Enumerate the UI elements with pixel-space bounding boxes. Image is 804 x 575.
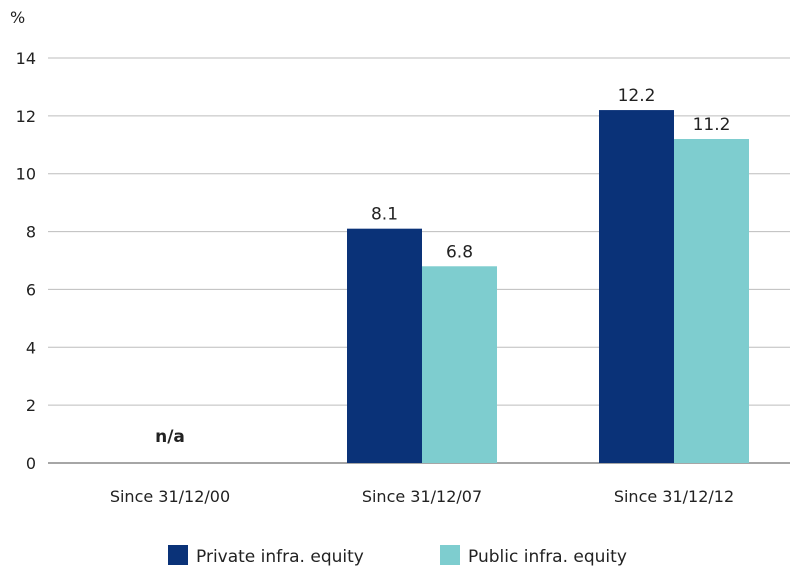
missing-data-label: n/a xyxy=(155,427,185,447)
y-axis-unit: % xyxy=(10,8,25,27)
legend-label: Public infra. equity xyxy=(468,547,627,567)
category-label: Since 31/12/07 xyxy=(362,487,482,506)
y-tick-label: 8 xyxy=(26,223,36,242)
data-label: 12.2 xyxy=(618,86,656,106)
y-tick-labels: 0 2 4 6 8 10 12 14 xyxy=(16,49,36,473)
y-tick-label: 0 xyxy=(26,454,36,473)
legend: Private infra. equity Public infra. equit… xyxy=(168,545,627,567)
bar xyxy=(599,110,674,464)
y-tick-label: 10 xyxy=(16,165,36,184)
y-tick-label: 14 xyxy=(16,49,36,68)
data-labels: 8.1 6.8 12.2 11.2 xyxy=(371,86,730,262)
legend-swatch xyxy=(440,545,460,565)
category-labels: Since 31/12/00 Since 31/12/07 Since 31/12/… xyxy=(110,487,734,506)
y-tick-label: 12 xyxy=(16,107,36,126)
bar xyxy=(422,266,497,463)
legend-swatch xyxy=(168,545,188,565)
legend-item: Private infra. equity xyxy=(168,545,364,567)
bar xyxy=(674,139,749,463)
data-label: 11.2 xyxy=(693,115,731,135)
y-tick-label: 2 xyxy=(26,396,36,415)
y-tick-label: 4 xyxy=(26,338,36,357)
bars xyxy=(347,110,749,464)
data-label: 8.1 xyxy=(371,205,398,225)
bar xyxy=(347,228,422,463)
data-label: 6.8 xyxy=(446,242,473,262)
y-tick-label: 6 xyxy=(26,280,36,299)
category-label: Since 31/12/00 xyxy=(110,487,230,506)
legend-label: Private infra. equity xyxy=(196,547,364,567)
legend-item: Public infra. equity xyxy=(440,545,627,567)
category-label: Since 31/12/12 xyxy=(614,487,734,506)
